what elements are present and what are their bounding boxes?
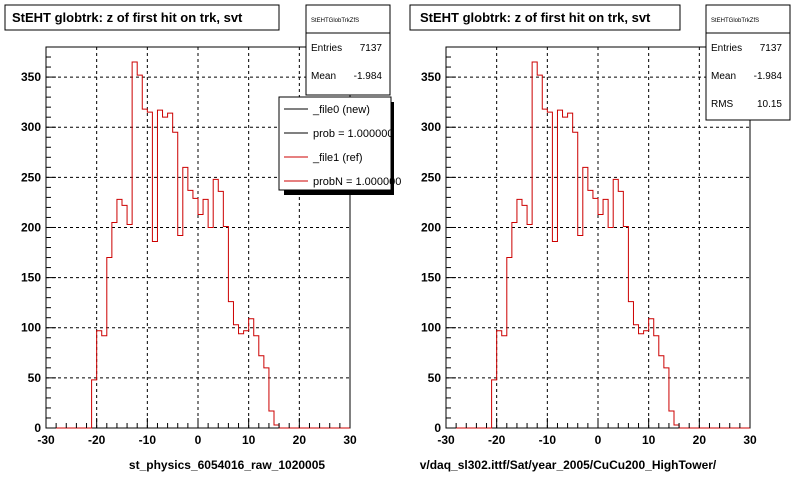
legend-entry: _file0 (new)	[312, 104, 370, 116]
stats-mean-value: -1.984	[354, 71, 383, 82]
axis-ticks	[45, 46, 351, 429]
y-tick-label: 350	[21, 70, 41, 84]
stats-mean-label: Mean	[711, 71, 736, 82]
stats-entries-value: 7137	[760, 43, 783, 54]
x-tick-label: -10	[139, 433, 157, 447]
stats-entries-label: Entries	[311, 43, 342, 54]
stats-name: StEHTGlobTrkZfS	[311, 18, 359, 24]
y-tick-label: 200	[21, 220, 41, 234]
stats-box: StEHTGlobTrkZfS Entries 7137 Mean -1.984	[305, 4, 391, 96]
y-tick-label: 300	[421, 120, 441, 134]
y-tick-label: 250	[421, 170, 441, 184]
x-axis-label: v/daq_sl302.ittf/Sat/year_2005/CuCu200_H…	[420, 458, 717, 472]
stats-mean-value: -1.984	[754, 71, 783, 82]
y-tick-label: 100	[421, 321, 441, 335]
title-box	[4, 4, 280, 31]
stats-rms-label: RMS	[711, 99, 734, 110]
x-axis-label: st_physics_6054016_raw_1020005	[129, 458, 325, 472]
x-tick-label: 0	[595, 433, 602, 447]
y-tick-label: 300	[21, 120, 41, 134]
x-tick-label: -20	[88, 433, 106, 447]
stats-entries-value: 7137	[360, 43, 383, 54]
y-tick-label: 150	[421, 271, 441, 285]
x-tick-label: -30	[437, 433, 455, 447]
x-tick-label: 30	[743, 433, 757, 447]
x-tick-label: -30	[37, 433, 55, 447]
legend-entry: prob = 1.000000	[313, 128, 393, 140]
legend-entry: _file1 (ref)	[312, 152, 363, 164]
stats-name: StEHTGlobTrkZfS	[711, 18, 759, 24]
y-tick-label: 0	[34, 421, 41, 435]
legend: _file0 (new) prob = 1.000000 _file1 (ref…	[278, 96, 401, 195]
x-tick-labels: -30 -20 -10 0 10 20 30	[437, 433, 757, 447]
histogram-line	[446, 61, 750, 429]
y-tick-label: 200	[421, 220, 441, 234]
y-tick-label: 250	[21, 170, 41, 184]
title-box	[409, 4, 681, 31]
chart-title: StEHT globtrk: z of first hit on trk, sv…	[420, 10, 651, 25]
axis-ticks	[445, 46, 751, 429]
left-histogram-pad: -30 -20 -10 0 10 20 30 0 50 100 150 200 250 300 350 S…	[4, 4, 401, 472]
y-tick-label: 50	[28, 371, 42, 385]
stats-box: StEHTGlobTrkZfS Entries 7137 Mean -1.984…	[705, 4, 791, 121]
y-tick-label: 150	[21, 271, 41, 285]
x-tick-label: -10	[539, 433, 557, 447]
y-tick-labels: 0 50 100 150 200 250 300 350	[21, 70, 41, 435]
legend-entry: probN = 1.000000	[313, 176, 401, 188]
x-tick-label: 0	[195, 433, 202, 447]
y-tick-label: 50	[428, 371, 442, 385]
stats-entries-label: Entries	[711, 43, 742, 54]
y-tick-label: 100	[21, 321, 41, 335]
x-tick-labels: -30 -20 -10 0 10 20 30	[37, 433, 357, 447]
chart-title: StEHT globtrk: z of first hit on trk, sv…	[12, 10, 243, 25]
stats-mean-label: Mean	[311, 71, 336, 82]
y-tick-label: 350	[421, 70, 441, 84]
grid	[46, 47, 350, 428]
right-histogram-pad: -30 -20 -10 0 10 20 30 0 50 100 150 200 250 300 350 S…	[409, 4, 791, 472]
y-tick-label: 0	[434, 421, 441, 435]
plot-frame	[445, 46, 751, 429]
x-tick-label: 30	[343, 433, 357, 447]
x-tick-label: 10	[642, 433, 656, 447]
histogram-line	[46, 61, 350, 429]
grid	[446, 47, 750, 428]
stats-rms-value: 10.15	[757, 99, 782, 110]
x-tick-label: -20	[488, 433, 506, 447]
y-tick-labels: 0 50 100 150 200 250 300 350	[421, 70, 441, 435]
x-tick-label: 20	[293, 433, 307, 447]
x-tick-label: 20	[693, 433, 707, 447]
x-tick-label: 10	[242, 433, 256, 447]
